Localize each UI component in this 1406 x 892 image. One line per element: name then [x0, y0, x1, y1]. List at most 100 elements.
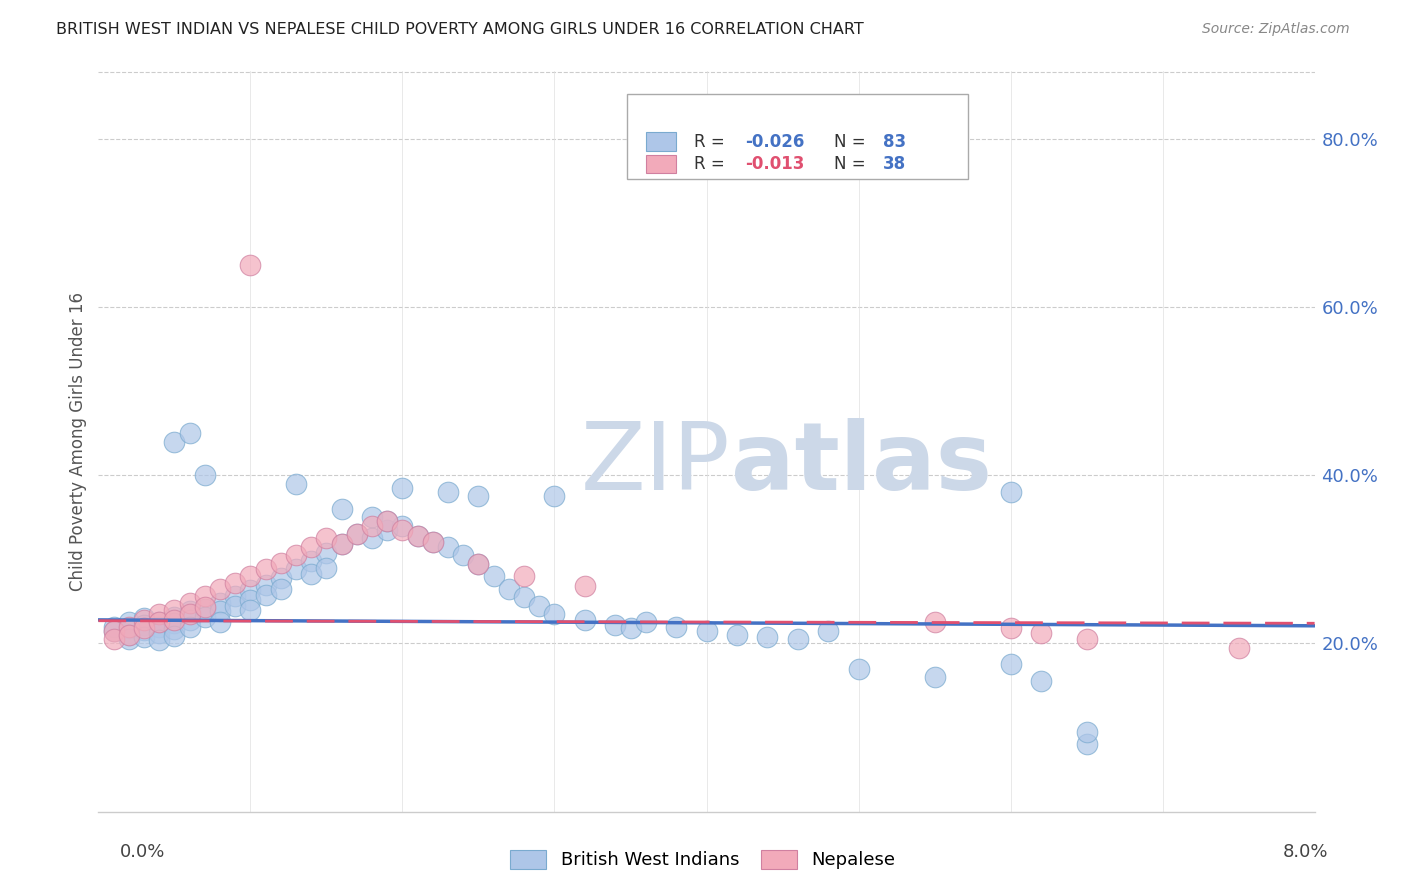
Point: [270, 571, 292, 585]
Point: [391, 481, 413, 495]
Point: [179, 613, 201, 627]
Point: [270, 582, 292, 596]
Point: [224, 575, 246, 590]
Point: [665, 619, 688, 633]
Point: [315, 531, 337, 545]
Point: [163, 603, 186, 617]
Point: [361, 510, 384, 524]
Point: [1227, 640, 1250, 655]
Point: [361, 518, 384, 533]
Point: [254, 577, 277, 591]
Point: [391, 518, 413, 533]
Point: [209, 605, 232, 619]
Text: -0.013: -0.013: [745, 155, 804, 173]
Point: [163, 613, 186, 627]
Point: [209, 596, 232, 610]
Point: [209, 582, 232, 596]
Point: [315, 560, 337, 574]
Point: [118, 632, 141, 647]
Point: [239, 603, 262, 617]
Point: [467, 557, 489, 571]
Point: [299, 540, 322, 554]
Point: [848, 662, 870, 676]
Point: [132, 611, 155, 625]
Point: [179, 605, 201, 619]
Point: [1000, 657, 1022, 672]
Text: atlas: atlas: [731, 417, 991, 509]
Point: [391, 523, 413, 537]
Point: [361, 531, 384, 545]
Text: N =: N =: [834, 133, 872, 151]
Point: [696, 624, 718, 638]
Text: BRITISH WEST INDIAN VS NEPALESE CHILD POVERTY AMONG GIRLS UNDER 16 CORRELATION C: BRITISH WEST INDIAN VS NEPALESE CHILD PO…: [56, 22, 865, 37]
Point: [148, 626, 170, 640]
Legend: British West Indians, Nepalese: British West Indians, Nepalese: [502, 841, 904, 879]
Point: [194, 590, 217, 604]
Point: [132, 613, 155, 627]
Point: [1029, 626, 1052, 640]
Point: [163, 622, 186, 636]
Y-axis label: Child Poverty Among Girls Under 16: Child Poverty Among Girls Under 16: [69, 292, 87, 591]
Point: [254, 562, 277, 576]
Point: [239, 258, 262, 272]
Point: [605, 618, 627, 632]
Point: [574, 579, 596, 593]
Point: [543, 607, 565, 621]
Point: [299, 554, 322, 568]
Point: [346, 527, 368, 541]
Point: [1000, 485, 1022, 500]
Point: [163, 629, 186, 643]
Point: [498, 582, 520, 596]
Point: [786, 632, 808, 647]
Point: [725, 628, 748, 642]
Point: [194, 468, 217, 483]
Point: [148, 615, 170, 629]
Point: [756, 630, 779, 644]
Point: [1076, 738, 1098, 752]
Point: [330, 537, 353, 551]
Point: [103, 624, 125, 638]
Point: [422, 535, 444, 549]
Point: [163, 616, 186, 631]
Point: [148, 607, 170, 621]
Point: [118, 628, 141, 642]
Point: [513, 569, 536, 583]
Point: [148, 633, 170, 648]
Point: [406, 529, 429, 543]
Point: [634, 615, 657, 630]
Point: [315, 545, 337, 560]
Point: [924, 670, 946, 684]
Text: 83: 83: [883, 133, 905, 151]
Point: [239, 592, 262, 607]
Text: N =: N =: [834, 155, 872, 173]
Point: [132, 618, 155, 632]
Point: [179, 620, 201, 634]
Point: [924, 615, 946, 630]
Point: [118, 615, 141, 630]
Point: [543, 489, 565, 503]
Point: [194, 602, 217, 616]
Point: [330, 501, 353, 516]
Point: [453, 548, 475, 562]
Point: [163, 434, 186, 449]
Text: R =: R =: [695, 133, 730, 151]
Point: [270, 556, 292, 570]
Text: Source: ZipAtlas.com: Source: ZipAtlas.com: [1202, 22, 1350, 37]
Text: 0.0%: 0.0%: [120, 843, 165, 861]
Point: [299, 566, 322, 581]
Point: [285, 476, 308, 491]
Point: [163, 609, 186, 624]
Point: [285, 562, 308, 576]
Point: [406, 529, 429, 543]
Point: [239, 569, 262, 583]
Point: [103, 624, 125, 638]
Point: [103, 632, 125, 647]
Point: [574, 613, 596, 627]
Point: [194, 600, 217, 615]
Point: [437, 540, 460, 554]
Point: [148, 620, 170, 634]
Point: [224, 590, 246, 604]
Point: [375, 523, 398, 537]
Point: [467, 489, 489, 503]
Point: [375, 515, 398, 529]
